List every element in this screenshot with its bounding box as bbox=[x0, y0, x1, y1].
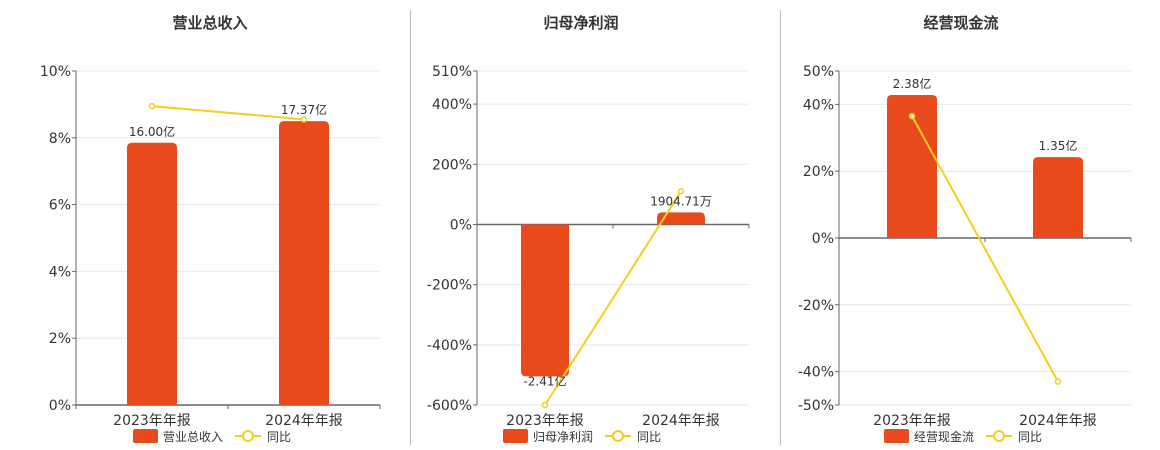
legend-label-line: 同比 bbox=[1018, 430, 1042, 444]
y-tick-label: 6% bbox=[49, 198, 71, 214]
y-tick-label: 510% bbox=[432, 64, 472, 80]
bar bbox=[657, 212, 705, 225]
y-tick-label: -600% bbox=[427, 398, 472, 414]
chart-title: 归母净利润 bbox=[543, 14, 618, 32]
y-tick-label: -40% bbox=[798, 365, 834, 381]
legend-swatch-bar bbox=[503, 429, 528, 443]
y-tick-label: 0% bbox=[450, 217, 472, 233]
y-tick-label: -50% bbox=[798, 398, 834, 414]
chart-title: 营业总收入 bbox=[172, 14, 247, 32]
y-tick-label: 400% bbox=[432, 97, 472, 113]
x-category-label: 2024年年报 bbox=[642, 413, 720, 429]
bar-data-label: 16.00亿 bbox=[129, 124, 175, 139]
yoy-point bbox=[148, 102, 156, 110]
legend-label-bar: 经营现金流 bbox=[914, 429, 974, 444]
bar bbox=[127, 142, 177, 405]
y-tick-label: 0% bbox=[49, 398, 71, 414]
y-tick-label: 8% bbox=[49, 131, 71, 147]
panel-divider bbox=[410, 10, 411, 445]
legend-swatch-bar bbox=[884, 429, 909, 443]
yoy-line bbox=[544, 190, 682, 406]
yoy-line bbox=[151, 105, 305, 121]
x-category-label: 2023年年报 bbox=[506, 413, 584, 429]
yoy-line bbox=[911, 115, 1059, 383]
yoy-point bbox=[677, 188, 685, 195]
yoy-point bbox=[300, 116, 308, 123]
x-category-label: 2023年年报 bbox=[873, 413, 951, 429]
y-tick-label: -200% bbox=[427, 278, 472, 294]
legend-label-line: 同比 bbox=[637, 430, 661, 444]
y-tick-label: 4% bbox=[49, 264, 71, 280]
net-profit-chart: 归母净利润 -600% -400% -200% 0% 200% 400% 510% 2023年年… bbox=[427, 14, 750, 444]
operating-cashflow-chart: 经营现金流 -50% -40% -20% 0% 20% 40% 50% 2023年年报 2024年… bbox=[798, 14, 1132, 444]
y-tick-label: 10% bbox=[40, 64, 71, 80]
yoy-point bbox=[908, 112, 916, 120]
bar-data-label: 17.37亿 bbox=[281, 102, 327, 117]
net-profit-chart-panel: 归母净利润 -600% -400% -200% 0% 200% 400% 510% 2023年年… bbox=[411, 0, 780, 450]
bar bbox=[1033, 157, 1083, 238]
bar-data-label: 1904.71万 bbox=[650, 194, 712, 208]
y-tick-label: -20% bbox=[798, 298, 834, 314]
legend-label-bar: 归母净利润 bbox=[533, 430, 593, 444]
x-category-label: 2024年年报 bbox=[1019, 413, 1097, 429]
y-tick-label: 200% bbox=[432, 157, 472, 173]
legend-swatch-marker bbox=[993, 430, 1005, 442]
yoy-point bbox=[1054, 378, 1062, 385]
legend-label-bar: 营业总收入 bbox=[163, 430, 223, 444]
bar-data-label: -2.41亿 bbox=[523, 373, 566, 388]
cashflow-chart-panel: 经营现金流 -50% -40% -20% 0% 20% 40% 50% 2023年年报 2024年… bbox=[781, 0, 1160, 450]
legend-label-line: 同比 bbox=[267, 430, 291, 444]
y-tick-label: 0% bbox=[812, 231, 834, 247]
x-category-label: 2024年年报 bbox=[265, 413, 343, 429]
y-tick-label: 40% bbox=[803, 97, 834, 113]
legend-swatch-marker bbox=[612, 430, 624, 442]
panel-divider bbox=[780, 10, 781, 445]
y-tick-label: 50% bbox=[803, 64, 834, 80]
x-category-label: 2023年年报 bbox=[113, 413, 191, 429]
y-tick-label: 2% bbox=[49, 331, 71, 347]
revenue-chart: 营业总收入 0% 2% 4% 6% 8% 10% 2023年年报 2024年年报 16.00亿 17… bbox=[40, 14, 381, 444]
yoy-point bbox=[541, 401, 549, 409]
bar bbox=[887, 95, 937, 238]
bar bbox=[279, 121, 329, 405]
revenue-chart-panel: 营业总收入 0% 2% 4% 6% 8% 10% 2023年年报 2024年年报 16.00亿 17… bbox=[0, 0, 405, 450]
legend-swatch-bar bbox=[133, 429, 158, 443]
y-tick-label: -400% bbox=[427, 338, 472, 354]
bar bbox=[521, 224, 569, 377]
chart-title: 经营现金流 bbox=[923, 14, 998, 32]
bar-data-label: 1.35亿 bbox=[1039, 138, 1078, 153]
y-tick-label: 20% bbox=[803, 164, 834, 180]
bar-data-label: 2.38亿 bbox=[893, 76, 932, 91]
legend-swatch-marker bbox=[242, 430, 254, 442]
